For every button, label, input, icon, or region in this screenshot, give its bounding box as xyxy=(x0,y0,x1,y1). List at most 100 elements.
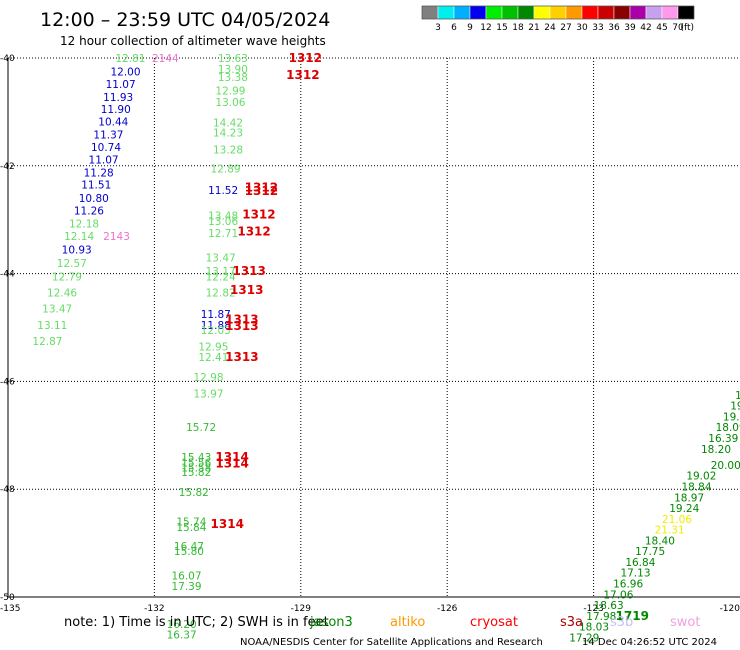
wave-height-label: 13.28 xyxy=(213,145,243,157)
legend-swatch xyxy=(565,5,583,20)
wave-height-label: 15.80 xyxy=(174,546,204,558)
wave-height-label: 13.06 xyxy=(215,97,245,109)
legend-swatch xyxy=(661,5,679,20)
mission-label: jason3 xyxy=(309,615,353,630)
wave-height-label: 12.14 xyxy=(64,231,94,243)
legend-swatch xyxy=(485,5,503,20)
legend-swatch xyxy=(629,5,647,20)
cycle-label: 1312 xyxy=(286,68,319,82)
wave-height-label: 12.81 xyxy=(115,53,145,65)
cycle-label: 1314 xyxy=(215,456,248,470)
wave-height-label: 16.20 xyxy=(167,619,197,631)
footer-note: note: 1) Time is in UTC; 2) SWH is in fe… xyxy=(64,615,329,630)
wave-height-label: 10.44 xyxy=(98,117,128,129)
cycle-label: 1314 xyxy=(215,450,248,464)
y-tick-label: -48 xyxy=(0,485,15,495)
legend-bin-label: 42 xyxy=(640,23,651,33)
wave-height-label: 18.63 xyxy=(594,600,624,612)
wave-height-label: 12.89 xyxy=(211,163,241,175)
wave-height-label: 10.80 xyxy=(79,193,109,205)
wave-height-label: 15.74 xyxy=(176,517,206,529)
y-tick-label: -40 xyxy=(0,54,15,64)
wave-height-label: 12.46 xyxy=(47,287,77,299)
y-axis-ticks: -40 -42 -44 -46 -48 -50 xyxy=(0,54,15,603)
chart-title: 12:00 – 23:59 UTC 04/05/2024 xyxy=(40,9,330,31)
wave-height-label: 12.79 xyxy=(52,271,82,283)
wave-height-label: 13.47 xyxy=(206,252,236,264)
wave-height-label: 17.29 xyxy=(569,632,599,644)
wave-height-label: 13.11 xyxy=(37,320,67,332)
mission-legend: jason3 altiko cryosat s3a s3b swot xyxy=(309,615,700,630)
x-tick-label: -126 xyxy=(437,604,458,614)
wave-height-label: 11.87 xyxy=(201,309,231,321)
x-tick-label: -120 xyxy=(720,604,740,614)
wave-height-label: 10.93 xyxy=(62,244,92,256)
cycle-label: 1312 xyxy=(245,184,278,198)
wave-height-label: 12.41 xyxy=(198,352,228,364)
wave-height-label: 16.39 xyxy=(708,433,738,445)
legend-bin-label: 6 xyxy=(451,23,457,33)
wave-height-label: 15.82 xyxy=(179,487,209,499)
wave-height-label: 10.74 xyxy=(91,142,121,154)
wave-height-label: 15.82 xyxy=(181,467,211,479)
legend-swatch xyxy=(677,5,695,20)
legend-swatch xyxy=(533,5,551,20)
wave-height-label: 2143 xyxy=(103,231,130,243)
wave-height-label: 11.90 xyxy=(101,104,131,116)
legend-swatch xyxy=(597,5,615,20)
x-tick-label: -129 xyxy=(291,604,312,614)
wave-height-label: 12.98 xyxy=(193,372,223,384)
wave-height-label: 11.26 xyxy=(74,206,104,218)
legend-bin-label: 36 xyxy=(608,23,620,33)
grid-lines xyxy=(8,57,740,598)
legend-swatch xyxy=(549,5,567,20)
legend-bin-label: 30 xyxy=(576,23,588,33)
wave-height-label: 17.13 xyxy=(620,568,650,580)
wave-height-label: 11.37 xyxy=(93,130,123,142)
color-legend: 3 6 9 12 15 18 21 24 27 30 33 36 39 42 45 70(ft) xyxy=(421,5,695,33)
wave-height-label: 18.09 xyxy=(716,422,740,434)
wave-height-label: 18.84 xyxy=(681,482,711,494)
wave-height-label: 13.63 xyxy=(218,53,248,65)
legend-swatch xyxy=(453,5,471,20)
y-tick-label: -50 xyxy=(0,593,15,603)
wave-height-label: 13.48 xyxy=(208,210,238,222)
wave-height-label: 11.28 xyxy=(84,167,114,179)
y-tick-label: -42 xyxy=(0,162,15,172)
wave-height-label: 21.31 xyxy=(655,525,685,537)
wave-height-label: 15.58 xyxy=(181,463,211,475)
wave-height-label: 12.71 xyxy=(208,228,238,240)
wave-height-label: 15.56 xyxy=(181,457,211,469)
wave-height-label: 11.93 xyxy=(103,92,133,104)
wave-height-label: 11.07 xyxy=(89,154,119,166)
wave-height-label: 16.47 xyxy=(174,541,204,553)
legend-swatch xyxy=(581,5,599,20)
cycle-label: 1312 xyxy=(242,207,275,221)
wave-height-label: 12.57 xyxy=(57,258,87,270)
legend-swatch xyxy=(437,5,455,20)
wave-height-label: 17.06 xyxy=(603,589,633,601)
legend-swatch xyxy=(613,5,631,20)
wave-height-label: 18.20 xyxy=(701,444,731,456)
x-axis-ticks: -135 -132 -129 -126 -123 -120 xyxy=(0,604,740,614)
legend-bin-label: 3 xyxy=(435,23,441,33)
wave-height-label: 11.52 xyxy=(208,185,238,197)
wave-height-label: 14.42 xyxy=(213,118,243,130)
wave-height-label: 12.00 xyxy=(110,66,140,78)
wave-height-label: 12.99 xyxy=(215,85,245,97)
wave-height-label: 11.07 xyxy=(106,79,136,91)
mission-label: cryosat xyxy=(470,615,518,630)
wave-height-label: 16.96 xyxy=(613,579,643,591)
cycle-label: 1313 xyxy=(230,283,263,297)
credit-text: NOAA/NESDIS Center for Satellite Applica… xyxy=(240,637,543,648)
x-tick-label: -135 xyxy=(0,604,20,614)
wave-height-label: 21.06 xyxy=(662,514,692,526)
legend-bin-label: 45 xyxy=(656,23,667,33)
legend-bin-label: 21 xyxy=(528,23,539,33)
y-tick-label: -44 xyxy=(0,270,15,280)
wave-height-label: 12.24 xyxy=(206,271,236,283)
wave-height-label: 15.72 xyxy=(186,422,216,434)
legend-bin-label: 70 xyxy=(672,23,684,33)
mission-label: altiko xyxy=(390,615,425,630)
